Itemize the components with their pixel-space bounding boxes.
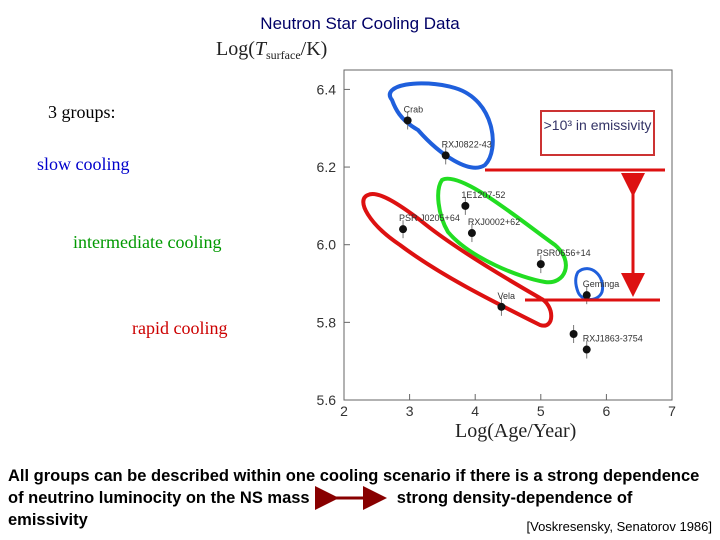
data-point [582, 345, 591, 354]
point-label: PSR0656+14 [537, 248, 591, 258]
axis-ticks: 2 3 4 5 6 7 5.6 5.8 6.0 6.2 6.4 [317, 81, 677, 419]
y-tick-label: 6.2 [317, 159, 337, 175]
groups-heading: 3 groups: [48, 102, 116, 122]
reference-citation: [Voskresensky, Senatorov 1986] [526, 519, 712, 534]
data-points: Crab RXJ0822-43 1E1207-52 RXJ0002+62 PSR J02… [399, 104, 643, 359]
x-tick-label: 3 [406, 403, 414, 419]
y-tick-label: 6.4 [317, 81, 337, 97]
footer-line2b: strong density-dependence of [396, 489, 633, 507]
point-label: PSR J0205+64 [399, 213, 460, 223]
data-point [569, 330, 578, 338]
intermediate-cooling-label: intermediate cooling [73, 232, 222, 252]
x-tick-label: 5 [537, 403, 545, 419]
x-tick-label: 7 [668, 403, 676, 419]
point-label: RXJ1863-3754 [583, 334, 643, 344]
footer-line3: emissivity [8, 511, 88, 529]
emissivity-note: >10³ in emissivity [540, 110, 655, 156]
data-point [441, 151, 450, 160]
data-point [467, 229, 476, 238]
data-point [403, 116, 412, 125]
data-point [399, 225, 408, 234]
data-point [536, 260, 545, 269]
slide-title: Neutron Star Cooling Data [260, 14, 460, 33]
data-point [582, 291, 591, 300]
x-axis-label: Log(Age/Year) [455, 420, 576, 442]
x-tick-label: 2 [340, 403, 348, 419]
y-axis-label: Log(Tsurface/K) [216, 38, 327, 62]
y-tick-label: 5.8 [317, 314, 337, 330]
x-tick-label: 4 [471, 403, 479, 419]
data-point [497, 302, 506, 311]
rapid-cooling-enclosure [361, 192, 554, 328]
slow-cooling-label: slow cooling [37, 154, 130, 174]
y-tick-label: 5.6 [317, 392, 337, 408]
point-label: RXJ0822-43 [442, 139, 492, 149]
rapid-cooling-label: rapid cooling [132, 318, 228, 338]
intermediate-cooling-enclosure [436, 176, 568, 285]
y-tick-label: 6.0 [317, 237, 337, 253]
point-label: Geminga [583, 279, 620, 289]
footer-line2a: of neutrino luminocity on the NS mass [8, 489, 310, 507]
data-point [461, 201, 470, 210]
plot-frame [343, 69, 673, 401]
point-label: RXJ0002+62 [468, 217, 520, 227]
point-label: 1E1207-52 [461, 190, 505, 200]
point-label: Crab [404, 104, 424, 114]
slow-cooling-enclosure [387, 81, 495, 170]
point-label: Vela [497, 291, 515, 301]
footer-text: All groups can be described within one c… [8, 465, 708, 531]
footer-line1: All groups can be described within one c… [8, 467, 700, 485]
x-tick-label: 6 [603, 403, 611, 419]
